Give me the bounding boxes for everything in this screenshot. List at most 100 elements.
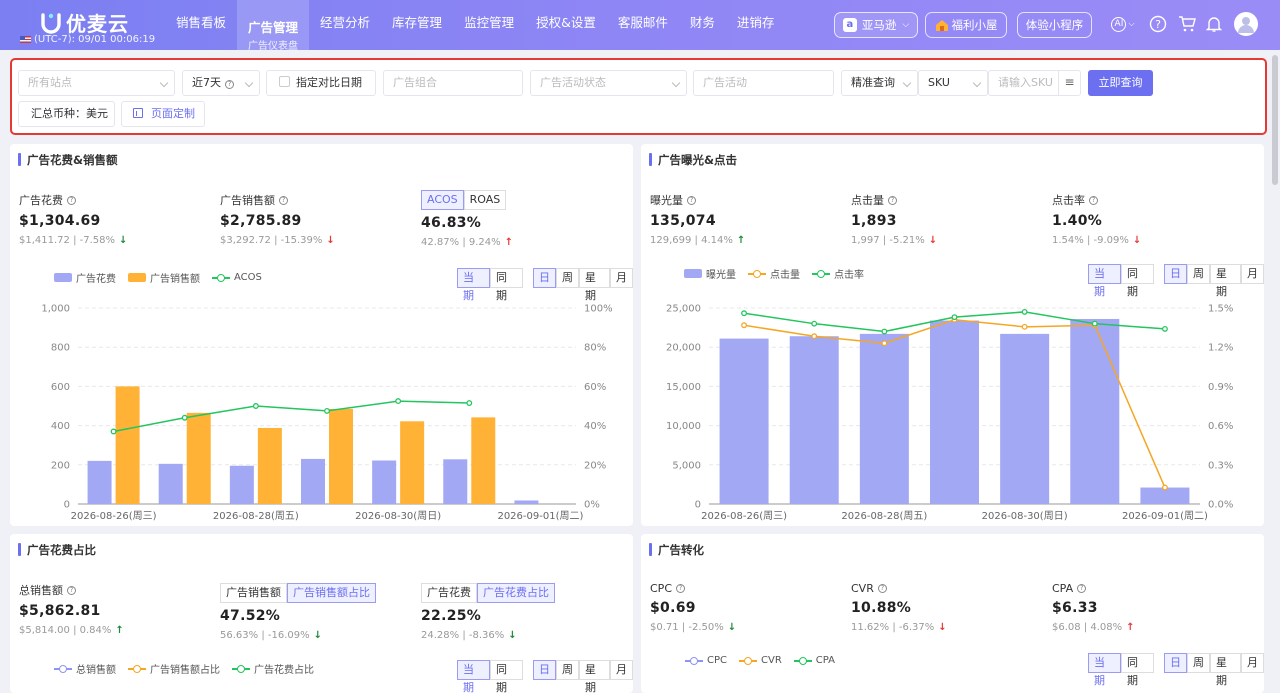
cart-icon[interactable] [1177,14,1197,34]
toggle-week[interactable]: 周 [1187,264,1211,284]
metric-prev-value: $5,814.00 [19,625,70,636]
nav-customer-mail[interactable]: 客服邮件 [617,15,668,30]
campaign-status-select[interactable]: 广告活动状态 [530,70,687,96]
card-ad-conversion: 广告转化 CPC? $0.69 $0.71 | -2.50% ↓ CVR? 10.… [641,534,1264,693]
toggle-roas[interactable]: ROAS [463,190,507,210]
metric-prev-value: 1,997 [851,235,880,246]
toggle-week[interactable]: 周 [556,660,580,680]
help-icon[interactable]: ? [687,195,696,205]
toggle-weekday[interactable]: 星期 [579,660,610,693]
toggle-weekday[interactable]: 星期 [579,268,610,302]
currency-select[interactable]: 汇总币种：美元 [18,101,115,127]
toggle-week[interactable]: 周 [1187,653,1211,673]
user-avatar[interactable] [1234,12,1258,36]
legend-item[interactable]: ACOS [212,272,262,283]
toggle-day[interactable]: 日 [533,660,557,680]
help-icon[interactable]: ? [279,195,288,205]
toggle-week[interactable]: 周 [556,268,580,288]
toggle-ad-spend-share[interactable]: 广告花费占比 [477,583,555,603]
toggle-same-period[interactable]: 同期 [490,660,523,693]
toggle-same-period[interactable]: 同期 [1121,653,1154,687]
marketplace-selector[interactable]: a 亚马逊 ⌵ [834,12,918,38]
nav-purchase-sales-stock[interactable]: 进销存 [736,15,775,30]
toggle-weekday[interactable]: 星期 [1210,653,1241,687]
search-key-select[interactable]: SKU [918,70,988,96]
toggle-same-period[interactable]: 同期 [490,268,523,302]
metric-label: 总销售额 [19,584,63,597]
sku-input[interactable]: 请输入SKU ≡ [988,70,1081,96]
legend-item[interactable]: 点击量 [748,266,800,281]
legend-item[interactable]: CPA [793,655,835,666]
nav-inventory[interactable]: 库存管理 [392,15,443,30]
nav-finance[interactable]: 财务 [689,15,715,30]
legend-item[interactable]: 点击率 [812,266,864,281]
toggle-ad-sales[interactable]: 广告销售额 [220,583,287,603]
welfare-label: 福利小屋 [951,18,998,32]
welfare-button[interactable]: 福利小屋 [925,12,1007,38]
help-icon[interactable]: ? [676,584,685,593]
mini-program-button[interactable]: 体验小程序 [1017,12,1092,38]
logo[interactable]: 优麦云 [40,8,129,37]
legend-item[interactable]: 曝光量 [684,266,736,281]
legend-item[interactable]: 广告花费 [54,270,116,285]
metric-prev-value: 42.87% [421,237,460,248]
campaign-select[interactable]: 广告活动 [693,70,834,96]
page-customize-button[interactable]: 页面定制 [121,101,205,127]
toggle-same-period[interactable]: 同期 [1121,264,1154,298]
help-icon[interactable]: ? [1089,195,1098,205]
arrow-up-icon: ↑ [736,235,746,246]
help-icon[interactable]: ? [67,585,76,595]
toggle-day[interactable]: 日 [1164,264,1188,284]
y-left-tick-label: 1,000 [41,304,70,315]
data-point [1021,323,1028,330]
legend-swatch [128,273,146,282]
legend-item[interactable]: 广告花费占比 [232,661,314,676]
toggle-ad-spend[interactable]: 广告花费 [421,583,477,603]
page-scrollbar[interactable] [1272,55,1278,185]
legend-item[interactable]: 广告销售额 [128,270,200,285]
period-select[interactable]: 近7天? [182,70,260,96]
toggle-ad-sales-share[interactable]: 广告销售额占比 [287,583,376,603]
legend-item[interactable]: CVR [739,655,782,666]
legend-item[interactable]: 总销售额 [54,661,116,676]
nav-ad-management[interactable]: 广告管理 广告仪表盘 [237,0,310,52]
toggle-month[interactable]: 月 [1241,264,1264,284]
nav-monitoring[interactable]: 监控管理 [464,15,515,30]
toggle-acos[interactable]: ACOS [421,190,464,210]
match-mode-select[interactable]: 精准查询 [841,70,918,96]
nav-business-analysis[interactable]: 经营分析 [320,15,371,30]
legend-item[interactable]: CPC [685,655,727,666]
toggle-current-period[interactable]: 当期 [1088,653,1121,687]
bar [719,338,769,504]
metric-impressions: 曝光量? 135,074 129,699 | 4.14% ↑ [650,194,746,246]
compare-date-checkbox[interactable]: 指定对比日期 [266,70,376,96]
list-icon[interactable]: ≡ [1058,71,1080,95]
help-icon[interactable]: ? [67,195,76,205]
help-icon[interactable]: ? [1148,14,1168,34]
bell-icon[interactable] [1204,14,1224,34]
nav-auth-settings[interactable]: 授权&设置 [536,15,596,30]
help-icon[interactable]: ? [1077,584,1087,593]
site-select[interactable]: 所有站点 [18,70,175,96]
ad-group-select[interactable]: 广告组合 [383,70,523,96]
toggle-month[interactable]: 月 [1241,653,1264,673]
nav-ad-dashboard-sublabel: 广告仪表盘 [248,41,299,52]
nav-sales-board[interactable]: 销售看板 [176,15,227,30]
toggle-day[interactable]: 日 [533,268,557,288]
toggle-current-period[interactable]: 当期 [1088,264,1121,298]
toggle-month[interactable]: 月 [610,268,633,288]
ai-assistant-icon[interactable]: AI ⌵ [1108,14,1138,34]
help-icon[interactable]: ? [888,195,897,205]
arrow-down-icon: ↓ [313,630,323,641]
toggle-day[interactable]: 日 [1164,653,1188,673]
toggle-month[interactable]: 月 [610,660,633,680]
bar [1070,318,1120,504]
toggle-weekday[interactable]: 星期 [1210,264,1241,298]
y-right-tick-label: 0.0% [1208,500,1233,511]
legend-item[interactable]: 广告销售额占比 [128,661,220,676]
toggle-current-period[interactable]: 当期 [457,660,490,693]
legend-line-icon [812,269,830,278]
help-icon[interactable]: ? [877,584,887,593]
toggle-current-period[interactable]: 当期 [457,268,490,302]
query-button[interactable]: 立即查询 [1088,70,1153,96]
